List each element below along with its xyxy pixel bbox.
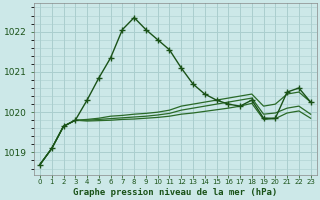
X-axis label: Graphe pression niveau de la mer (hPa): Graphe pression niveau de la mer (hPa) [73, 188, 277, 197]
